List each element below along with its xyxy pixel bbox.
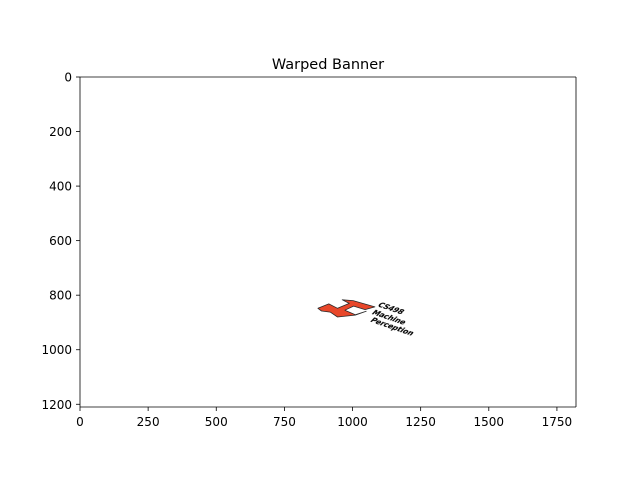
x-tick-label: 1250 — [405, 415, 436, 429]
banner-logo — [317, 299, 376, 318]
y-tick-label: 800 — [49, 289, 72, 303]
y-tick-label: 200 — [49, 125, 72, 139]
x-tick-label: 750 — [273, 415, 296, 429]
plot-background — [80, 77, 576, 407]
y-tick-label: 400 — [49, 180, 72, 194]
x-tick-label: 1500 — [474, 415, 505, 429]
y-tick-label: 1000 — [41, 343, 72, 357]
x-tick-label: 0 — [76, 415, 84, 429]
chart-title: Warped Banner — [272, 57, 384, 73]
x-axis: 0 250 500 750 1000 1250 1500 1750 — [76, 76, 576, 429]
y-tick-label: 600 — [49, 234, 72, 248]
x-tick-label: 250 — [137, 415, 160, 429]
x-tick-label: 1750 — [542, 415, 573, 429]
y-axis: 0 200 400 600 800 1000 1200 — [41, 71, 577, 412]
x-tick-label: 500 — [205, 415, 228, 429]
x-tick-label: 1000 — [337, 415, 368, 429]
plot-area — [80, 77, 576, 407]
y-tick-label: 0 — [64, 71, 72, 85]
y-tick-label: 1200 — [41, 398, 72, 412]
